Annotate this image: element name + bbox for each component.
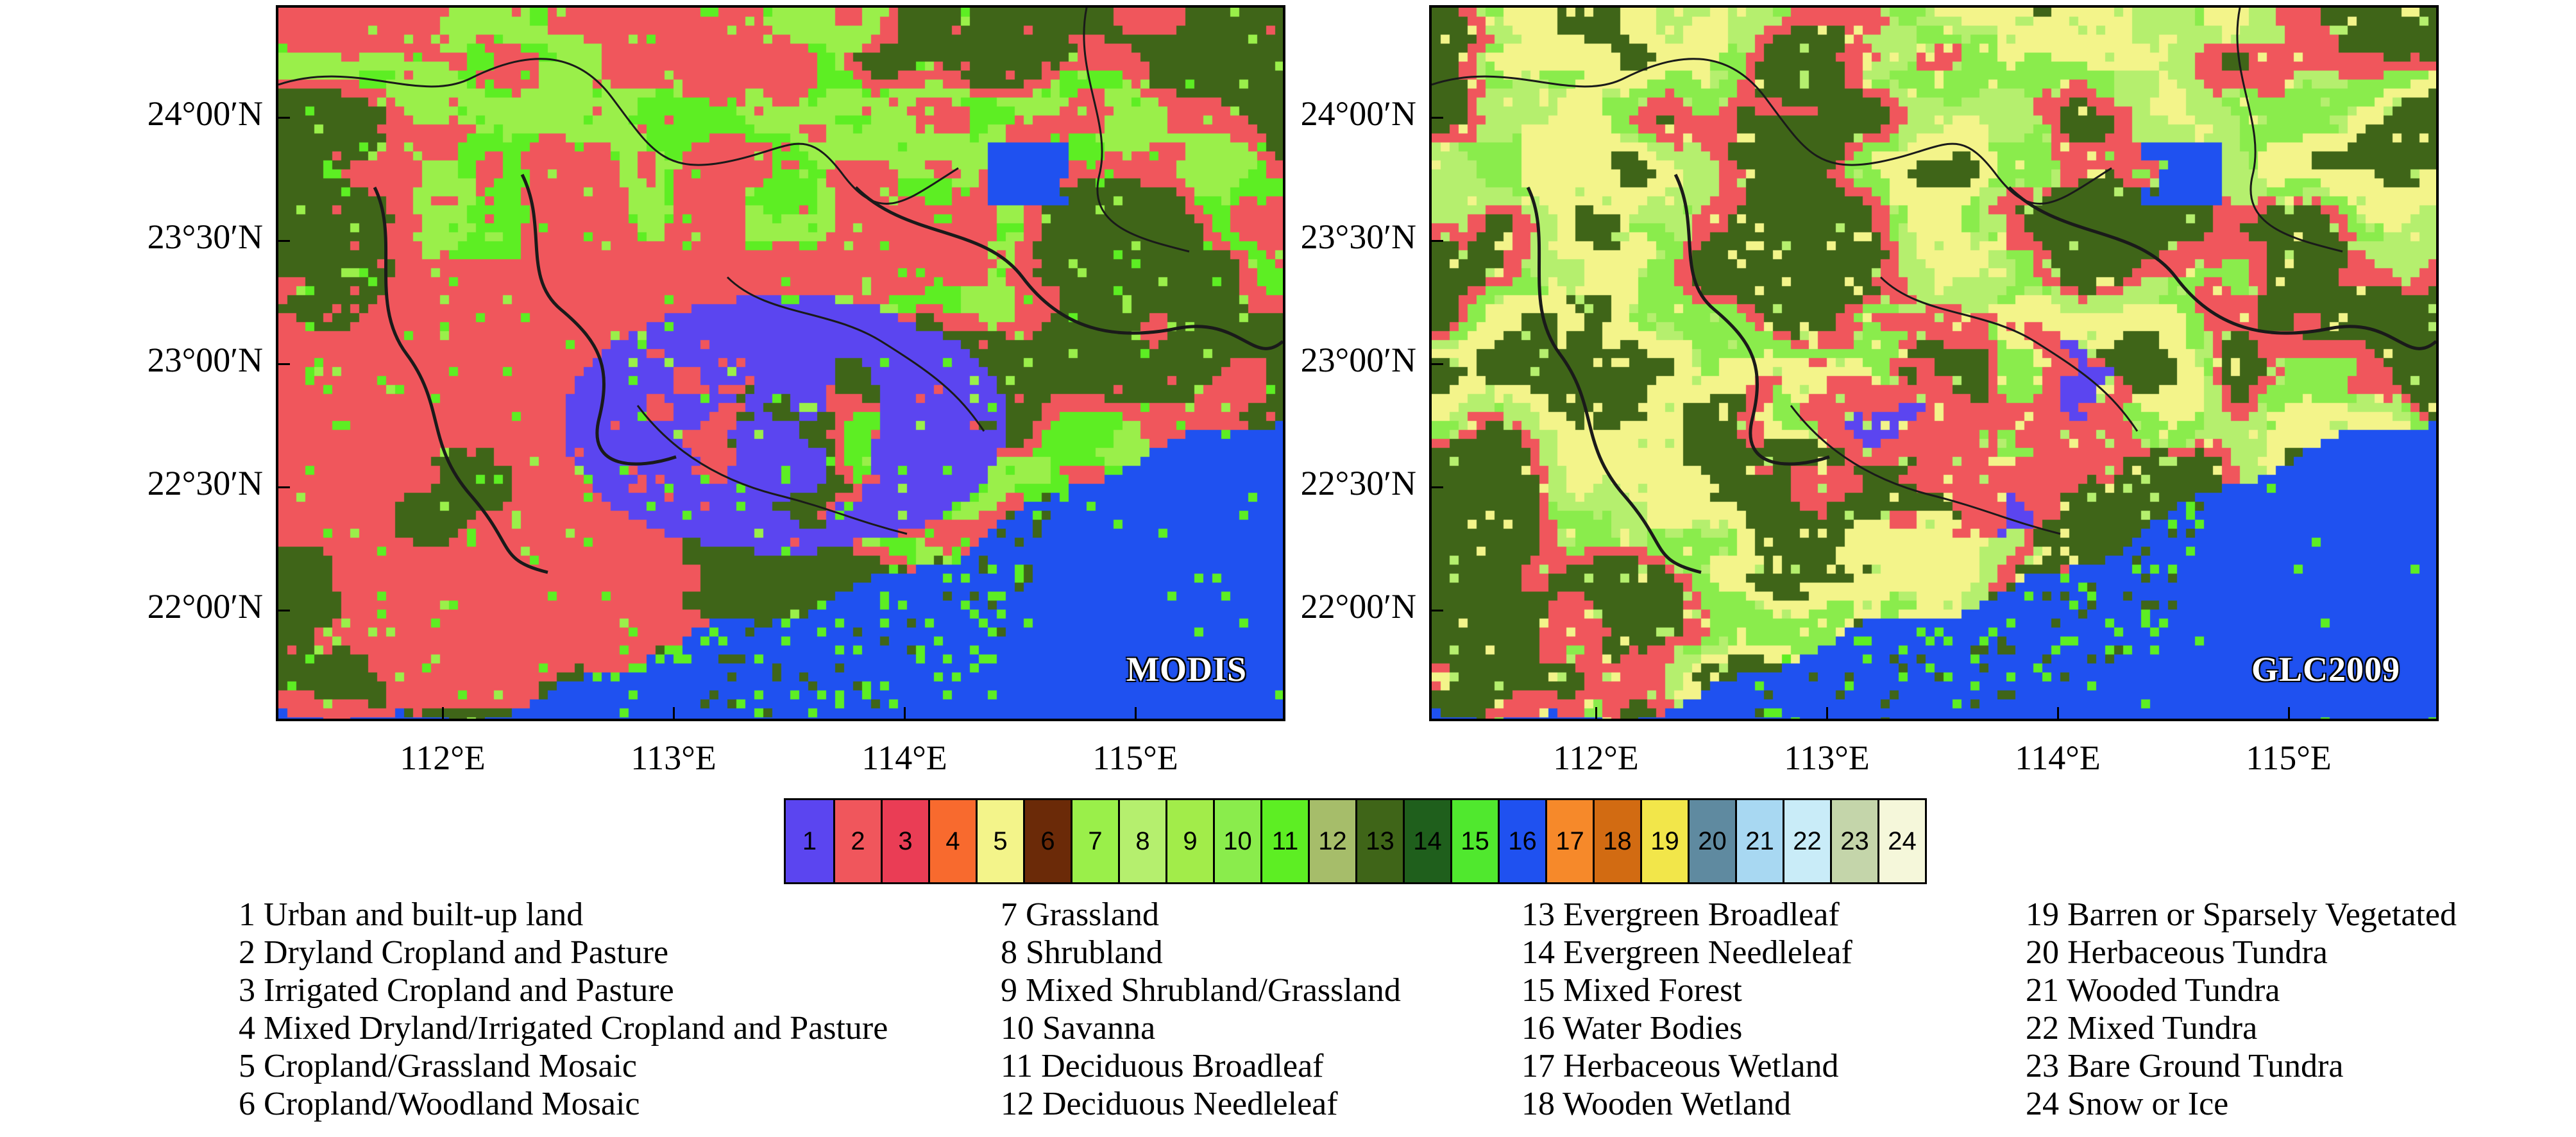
map-panel-glc2009: GLC2009 <box>1429 5 2439 721</box>
colorbar-cell: 15 <box>1450 800 1498 882</box>
legend-entry: 19 Barren or Sparsely Vegetated <box>2026 896 2457 933</box>
lat-label-right: 22°00′N <box>1300 587 1416 626</box>
legend-entry: 14 Evergreen Needleleaf <box>1521 934 1852 971</box>
legend-entry: 13 Evergreen Broadleaf <box>1521 896 1840 933</box>
lat-label-right: 24°00′N <box>1300 94 1416 133</box>
lon-label-right: 113°E <box>1784 739 1870 777</box>
legend-column-3: 13 Evergreen Broadleaf 14 Evergreen Need… <box>1521 896 1852 1123</box>
legend-entry: 21 Wooded Tundra <box>2026 972 2280 1009</box>
lat-tick <box>276 363 290 365</box>
legend-entry: 5 Cropland/Grassland Mosaic <box>239 1048 638 1084</box>
boundary-lines-glc2009 <box>1432 8 2436 574</box>
lat-tick <box>276 117 290 119</box>
colorbar-cell: 10 <box>1213 800 1260 882</box>
colorbar-cell: 14 <box>1403 800 1450 882</box>
legend-entry: 22 Mixed Tundra <box>2026 1010 2258 1047</box>
lat-label-right: 22°30′N <box>1300 464 1416 502</box>
colorbar-cell: 8 <box>1118 800 1165 882</box>
colorbar-cell: 16 <box>1498 800 1545 882</box>
colorbar-cell: 9 <box>1165 800 1213 882</box>
lon-label-right: 114°E <box>2015 739 2101 777</box>
colorbar-cell: 4 <box>928 800 976 882</box>
map-source-label: MODIS <box>1126 650 1247 688</box>
legend-entry: 1 Urban and built-up land <box>239 896 584 933</box>
land-use-raster-glc2009 <box>1432 8 2436 719</box>
lon-label-left: 112°E <box>400 739 486 777</box>
legend-entry: 12 Deciduous Needleleaf <box>1001 1086 1338 1122</box>
lat-label-left: 23°30′N <box>147 218 263 256</box>
lon-tick <box>1826 707 1828 721</box>
lat-tick <box>1429 363 1443 365</box>
legend-entry: 24 Snow or Ice <box>2026 1086 2229 1122</box>
lon-label-left: 114°E <box>861 739 947 777</box>
legend-entry: 11 Deciduous Broadleaf <box>1001 1048 1324 1084</box>
legend-entry: 2 Dryland Cropland and Pasture <box>239 934 669 971</box>
lon-label-left: 115°E <box>1092 739 1178 777</box>
colorbar-cell: 12 <box>1308 800 1355 882</box>
lon-tick <box>1595 707 1597 721</box>
lon-label-left: 113°E <box>631 739 716 777</box>
legend-entry: 3 Irrigated Cropland and Pasture <box>239 972 674 1009</box>
lat-label-right: 23°30′N <box>1300 218 1416 256</box>
colorbar-cell: 3 <box>881 800 928 882</box>
map-panel-modis: MODIS <box>276 5 1285 721</box>
lat-tick <box>276 240 290 242</box>
lat-tick <box>276 610 290 611</box>
lat-label-left: 22°30′N <box>147 464 263 502</box>
colorbar-cell: 23 <box>1830 800 1877 882</box>
legend-entry: 20 Herbaceous Tundra <box>2026 934 2328 971</box>
lon-tick <box>2057 707 2059 721</box>
colorbar-cell: 11 <box>1260 800 1308 882</box>
lon-tick <box>1135 707 1137 721</box>
land-use-colorbar: 1 2 3 4 5 6 7 8 9 10 11 12 13 14 15 16 1… <box>784 798 1927 884</box>
colorbar-cell: 1 <box>786 800 833 882</box>
colorbar-cell: 18 <box>1593 800 1640 882</box>
lat-tick <box>276 486 290 488</box>
colorbar-cell: 5 <box>976 800 1023 882</box>
legend-column-4: 19 Barren or Sparsely Vegetated 20 Herba… <box>2026 896 2457 1123</box>
lat-tick <box>1429 117 1443 119</box>
legend-entry: 15 Mixed Forest <box>1521 972 1742 1009</box>
lon-tick <box>442 707 444 721</box>
colorbar-cell: 7 <box>1071 800 1118 882</box>
map-source-label: GLC2009 <box>2251 650 2400 688</box>
legend-entry: 7 Grassland <box>1001 896 1159 933</box>
legend-column-1: 1 Urban and built-up land 2 Dryland Crop… <box>239 896 888 1123</box>
colorbar-cell: 17 <box>1545 800 1593 882</box>
lat-label-left: 23°00′N <box>147 341 263 379</box>
lat-label-right: 23°00′N <box>1300 341 1416 379</box>
legend-entry: 18 Wooden Wetland <box>1521 1086 1792 1122</box>
lon-tick <box>2288 707 2290 721</box>
lat-tick <box>1429 240 1443 242</box>
colorbar-cell: 13 <box>1355 800 1403 882</box>
colorbar-cell: 22 <box>1783 800 1830 882</box>
legend-entry: 8 Shrubland <box>1001 934 1163 971</box>
legend-entry: 23 Bare Ground Tundra <box>2026 1048 2344 1084</box>
lat-tick <box>1429 610 1443 611</box>
colorbar-cell: 19 <box>1640 800 1688 882</box>
lon-tick <box>904 707 906 721</box>
colorbar-cell: 21 <box>1735 800 1783 882</box>
legend-entry: 16 Water Bodies <box>1521 1010 1743 1047</box>
lon-label-right: 115°E <box>2246 739 2332 777</box>
legend-entry: 6 Cropland/Woodland Mosaic <box>239 1086 640 1122</box>
lat-label-left: 22°00′N <box>147 587 263 626</box>
lat-label-left: 24°00′N <box>147 94 263 133</box>
legend-column-2: 7 Grassland 8 Shrubland 9 Mixed Shrublan… <box>1001 896 1401 1123</box>
land-use-raster-modis <box>278 8 1283 719</box>
legend-entry: 4 Mixed Dryland/Irrigated Cropland and P… <box>239 1010 888 1047</box>
lon-tick <box>673 707 675 721</box>
colorbar-cell: 6 <box>1023 800 1071 882</box>
legend-entry: 10 Savanna <box>1001 1010 1156 1047</box>
legend-entry: 17 Herbaceous Wetland <box>1521 1048 1839 1084</box>
colorbar-cell: 24 <box>1877 800 1925 882</box>
lon-label-right: 112°E <box>1553 739 1639 777</box>
boundary-lines-modis <box>278 8 1283 574</box>
colorbar-cell: 2 <box>833 800 881 882</box>
colorbar-cell: 20 <box>1688 800 1735 882</box>
lat-tick <box>1429 486 1443 488</box>
legend-entry: 9 Mixed Shrubland/Grassland <box>1001 972 1401 1009</box>
